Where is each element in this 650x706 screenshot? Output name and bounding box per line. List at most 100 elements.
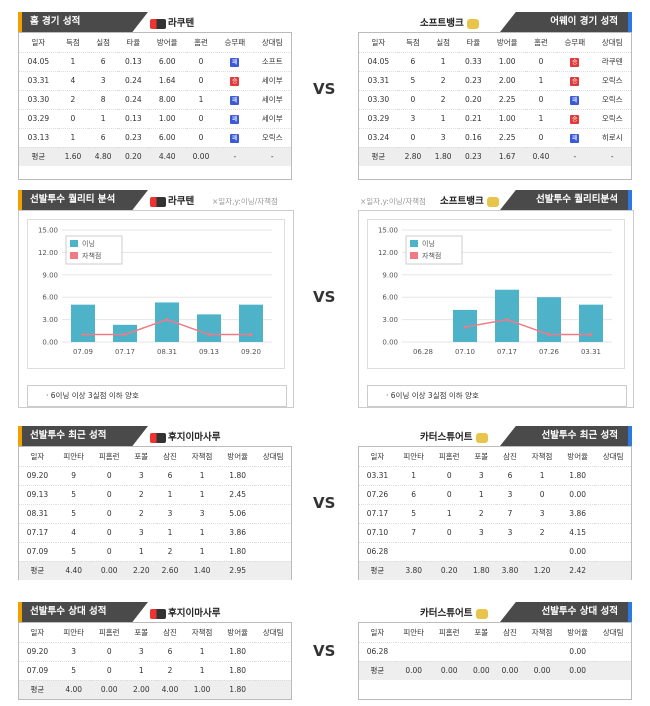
table-cell: 라쿠텐 <box>593 52 631 72</box>
table-cell: 1 <box>155 485 185 505</box>
point-earned-runs <box>505 318 509 322</box>
table-cell: 0.00 <box>559 661 596 680</box>
vs-label: VS <box>313 494 336 512</box>
table-row: 03.29 0 1 0.13 1.00 0 패 세이부 <box>19 109 291 129</box>
table-cell: 3 <box>428 128 459 148</box>
table-cell <box>255 561 291 580</box>
table-cell: 3 <box>55 642 92 662</box>
table-cell: 0.13 <box>118 109 149 129</box>
table-cell: 7 <box>395 523 432 543</box>
column-header: 포볼 <box>466 623 496 643</box>
table-cell: 3 <box>397 109 429 129</box>
table-cell <box>524 642 560 662</box>
table-cell: 0.00 <box>524 661 560 680</box>
table-cell: 2 <box>524 523 560 543</box>
table-cell: 03.30 <box>359 90 398 110</box>
table-cell: 평균 <box>19 147 58 166</box>
table-cell: 1.20 <box>524 561 560 580</box>
column-header: 피안타 <box>55 623 92 643</box>
column-header: 상대팀 <box>595 447 631 467</box>
table-cell: 패 <box>556 90 594 110</box>
table-cell: 승 <box>556 71 594 91</box>
table-cell: 6 <box>88 52 119 72</box>
table-cell <box>255 661 291 681</box>
column-header: 방어율 <box>219 447 256 467</box>
table-cell: 3 <box>466 466 496 486</box>
table-cell: 4.40 <box>148 147 186 166</box>
table-cell: 0.23 <box>118 128 149 148</box>
average-row: 평균 2.80 1.80 0.23 1.67 0.40- - <box>359 147 631 166</box>
table-cell: 평균 <box>19 680 56 699</box>
table-cell: 2.45 <box>219 485 256 505</box>
y-tick-label: 15.00 <box>38 227 58 235</box>
table-row: 06.28 0.00 <box>359 642 631 662</box>
table-cell: 1.00 <box>488 52 526 72</box>
table-cell: 08.31 <box>19 504 56 524</box>
table-cell: 1.60 <box>57 147 89 166</box>
vs-label: VS <box>313 80 336 98</box>
column-header: 일자 <box>19 447 56 467</box>
table-cell: 0 <box>431 523 467 543</box>
table-cell: 0.00 <box>466 661 496 680</box>
table-cell: 1.80 <box>466 561 496 580</box>
column-header: 피안타 <box>55 447 92 467</box>
table-row: 09.13 5 0 2 1 1 2.45 <box>19 485 291 505</box>
quality-note: · 6이닝 이상 3실점 이하 양호 <box>367 385 627 407</box>
table-cell: 6 <box>88 128 119 148</box>
table-cell: 0.00 <box>185 147 217 166</box>
result-badge: 승 <box>230 76 240 86</box>
table-cell: 1 <box>155 523 185 543</box>
table-cell: 오릭스 <box>593 71 631 91</box>
pitcher-left-label: 후지이마사루 <box>150 605 220 619</box>
table-cell: 03.29 <box>19 109 58 129</box>
pitcher-right-label: 카터스튜어트 <box>420 429 490 443</box>
table-cell: 패 <box>216 90 254 110</box>
table-cell: 1.80 <box>219 661 256 681</box>
table-cell: 8.00 <box>148 90 186 110</box>
table-cell <box>395 542 432 562</box>
legend-swatch <box>70 240 78 247</box>
table-cell: 6.00 <box>148 52 186 72</box>
table-cell: 1 <box>395 466 432 486</box>
table-cell <box>595 504 631 524</box>
column-header: 득점 <box>397 33 429 53</box>
y-tick-label: 0.00 <box>42 339 58 347</box>
table-row: 03.31 5 2 0.23 2.00 1 승 오릭스 <box>359 71 631 91</box>
away-record-header: 어웨이 경기 성적 <box>500 12 632 32</box>
column-header: 실점 <box>428 33 459 53</box>
average-row: 평균 4.00 0.00 2.00 4.00 1.00 1.80 <box>19 680 291 699</box>
x-tick-label: 07.17 <box>497 348 517 356</box>
table-cell: 4.00 <box>155 680 185 699</box>
table-cell: 2 <box>126 504 156 524</box>
table-cell: 0 <box>91 485 127 505</box>
result-badge: 패 <box>230 114 240 124</box>
column-header: 방어율 <box>488 33 526 53</box>
column-header: 피홈런 <box>91 623 127 643</box>
table-cell: 6 <box>397 52 429 72</box>
vs-label: VS <box>313 642 336 660</box>
table-cell <box>255 542 291 562</box>
column-header: 포볼 <box>126 623 156 643</box>
bar-innings <box>495 289 519 342</box>
table-cell: 2.25 <box>488 90 526 110</box>
column-header: 자책점 <box>184 623 220 643</box>
column-header: 일자 <box>359 33 398 53</box>
table-cell: 3.80 <box>395 561 432 580</box>
x-tick-label: 09.13 <box>199 348 219 356</box>
rakuten-logo-icon <box>150 608 166 619</box>
table-cell: 06.28 <box>359 542 396 562</box>
table-cell: 07.09 <box>19 542 56 562</box>
column-header: 삼진 <box>495 623 525 643</box>
table-cell: 04.05 <box>359 52 398 72</box>
table-cell: 0 <box>525 52 557 72</box>
home-record-table: 일자 득점 실점 타율 방어율 홈런 승무패 상대팀 04.05 1 6 0.13 6.00 0 패 소프트 0… <box>18 32 292 180</box>
axis-hint: ×일자,y:이닝/자책점 <box>212 197 278 206</box>
table-cell: 1.00 <box>488 109 526 129</box>
table-cell: 0 <box>91 523 127 543</box>
table-cell: 6.00 <box>148 128 186 148</box>
table-row: 04.05 1 6 0.13 6.00 0 패 소프트 <box>19 52 291 72</box>
table-cell: 평균 <box>359 661 396 680</box>
table-cell: 1 <box>184 523 220 543</box>
table-row: 03.31 4 3 0.24 1.64 0 승 세이부 <box>19 71 291 91</box>
table-cell: 0.00 <box>559 485 596 505</box>
